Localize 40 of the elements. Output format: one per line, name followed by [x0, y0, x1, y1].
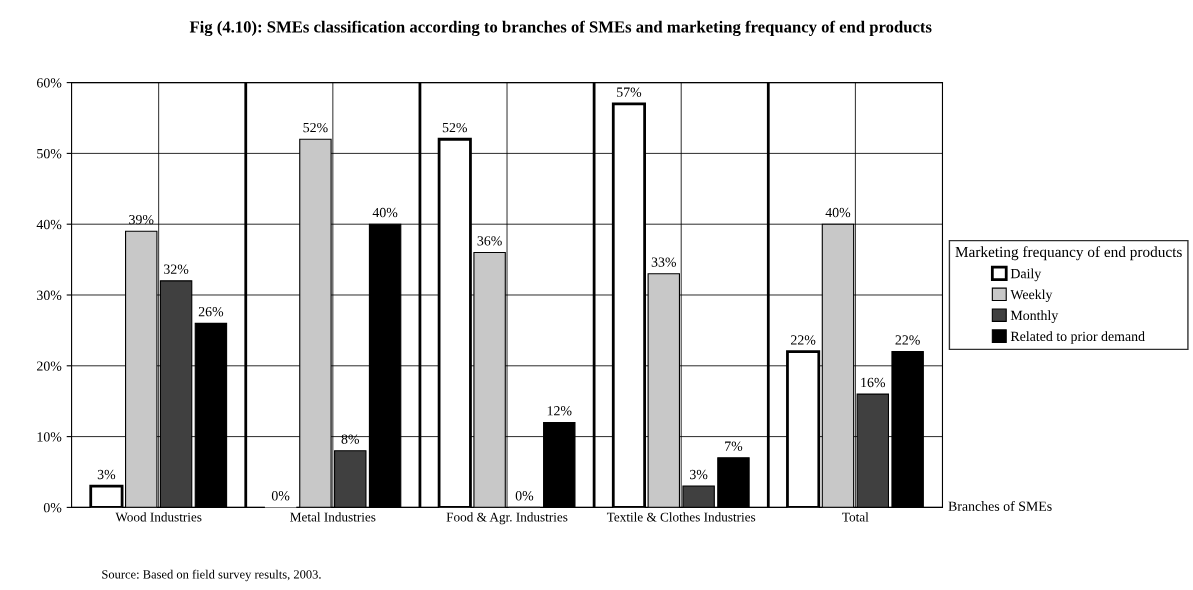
y-tick-label: 60% [37, 78, 62, 88]
legend-label: Daily [1010, 268, 1042, 282]
x-tick-label: Total [842, 512, 869, 522]
legend-label: Related to prior demand [1010, 331, 1145, 344]
data-label: 0% [515, 491, 534, 501]
data-label: 40% [372, 207, 398, 218]
data-label: 22% [791, 335, 816, 345]
data-label: 36% [477, 236, 502, 246]
data-label: 57% [617, 87, 642, 97]
data-label: 12% [547, 406, 572, 416]
data-label: 52% [303, 122, 328, 133]
data-label: 40% [825, 207, 851, 218]
chart-title: Fig (4.10): SMEs classification according to branches of SMEs and marketing frequancy of end products [189, 20, 932, 37]
data-label: 0% [271, 491, 290, 501]
x-tick-label: Textile & Clothes Industries [606, 512, 756, 522]
y-tick-label: 0% [43, 502, 62, 513]
legend-label: Weekly [1010, 289, 1053, 303]
y-tick-label: 50% [37, 148, 62, 159]
data-label: 7% [725, 441, 743, 451]
data-label: 26% [198, 306, 224, 317]
data-label: 16% [861, 377, 886, 388]
y-tick-label: 10% [37, 432, 62, 442]
data-label: 22% [895, 335, 920, 345]
y-tick-label: 40% [36, 219, 62, 230]
y-tick-label: 30% [37, 290, 62, 300]
data-label: 8% [341, 434, 360, 444]
data-label: 3% [690, 469, 708, 480]
data-label: 52% [442, 122, 468, 133]
x-tick-label: Wood Industries [115, 512, 202, 522]
legend-label: Monthly [1010, 310, 1059, 323]
x-axis-title: Branches of SMEs [948, 500, 1052, 511]
y-tick-label: 20% [37, 361, 62, 371]
data-label: 3% [97, 469, 116, 480]
legend-title: Marketing frequancy of end products [955, 246, 1182, 261]
data-label: 33% [651, 257, 677, 267]
x-tick-label: Metal Industries [290, 512, 376, 522]
data-label: 32% [164, 264, 189, 274]
source-note: Source: Based on field survey results, 2003. [102, 569, 321, 582]
data-label: 39% [129, 214, 154, 225]
x-tick-label: Food & Agr. Industries [446, 512, 568, 525]
